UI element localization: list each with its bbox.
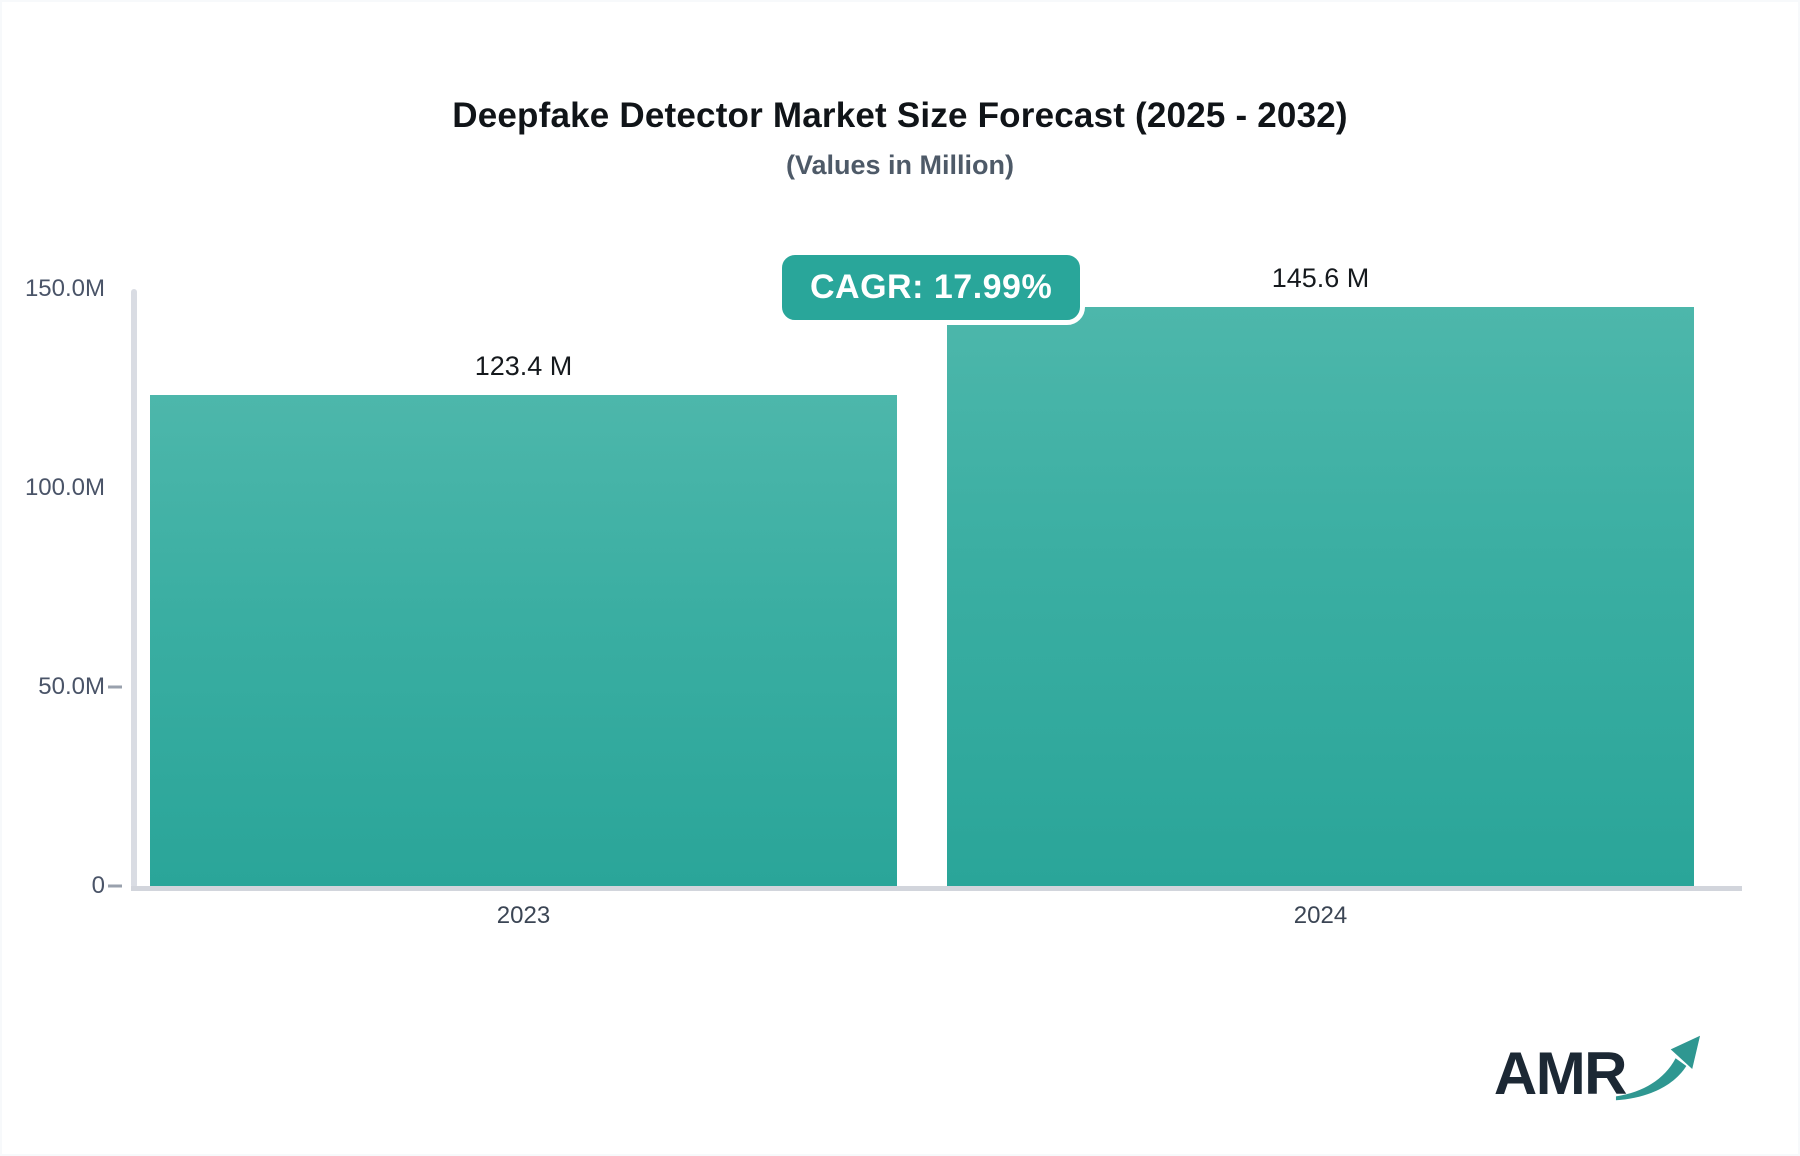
bar-2023 [150, 394, 897, 886]
x-axis-line [131, 886, 1742, 891]
y-axis-tick-label: 0 [91, 872, 105, 899]
amr-logo: AMR [1493, 1035, 1702, 1107]
x-axis-category-label-2023: 2023 [496, 902, 551, 929]
amr-logo-text: AMR [1493, 1039, 1628, 1107]
y-axis-tick-mark [108, 685, 122, 689]
y-axis-line [131, 289, 137, 888]
y-axis-tick-label: 150.0M [24, 275, 105, 302]
cagr-badge: CAGR: 17.99% [777, 250, 1086, 325]
y-axis-tick-mark [108, 884, 122, 888]
chart-title: Deepfake Detector Market Size Forecast (… [452, 96, 1348, 135]
growth-arrow-icon [1614, 1035, 1702, 1106]
y-axis-tick-label: 50.0M [38, 673, 105, 700]
y-axis-tick-label: 100.0M [24, 474, 105, 501]
bar-value-label-2024: 145.6 M [1271, 262, 1370, 293]
chart-subtitle: (Values in Million) [785, 150, 1015, 180]
bar-2024 [947, 306, 1694, 886]
x-axis-category-label-2024: 2024 [1293, 902, 1348, 929]
bar-value-label-2023: 123.4 M [474, 350, 573, 381]
